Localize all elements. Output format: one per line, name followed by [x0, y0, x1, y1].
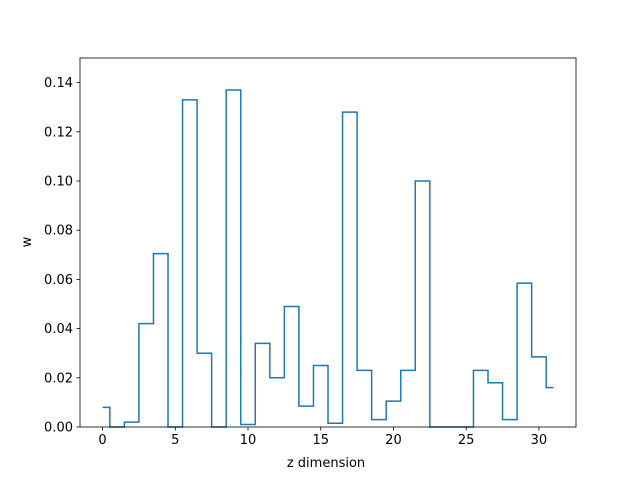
x-axis: 0 5 10 15 20 25 30: [98, 427, 547, 448]
y-axis-label: w: [20, 236, 35, 247]
y-tick-label: 0.02: [44, 371, 73, 386]
x-axis-label: z dimension: [287, 456, 365, 471]
y-tick-label: 0.00: [44, 421, 73, 436]
y-tick-label: 0.10: [44, 175, 73, 190]
x-tick-label: 25: [458, 433, 475, 448]
y-axis: 0.00 0.02 0.04 0.06 0.08 0.10 0.12 0.14: [44, 76, 80, 436]
x-tick-label: 20: [385, 433, 402, 448]
y-tick-label: 0.12: [44, 125, 73, 140]
series-line-0: [102, 89, 554, 428]
x-tick-label: 15: [312, 433, 329, 448]
axes-frame: [79, 57, 577, 428]
x-tick-label: 30: [531, 433, 548, 448]
y-tick-label: 0.08: [44, 224, 73, 239]
x-tick-label: 0: [98, 433, 106, 448]
x-tick-label: 5: [171, 433, 179, 448]
x-tick-label: 10: [240, 433, 257, 448]
plot-area: [79, 57, 577, 428]
y-tick-label: 0.06: [44, 273, 73, 288]
y-tick-label: 0.04: [44, 322, 73, 337]
y-tick-label: 0.14: [44, 76, 73, 91]
